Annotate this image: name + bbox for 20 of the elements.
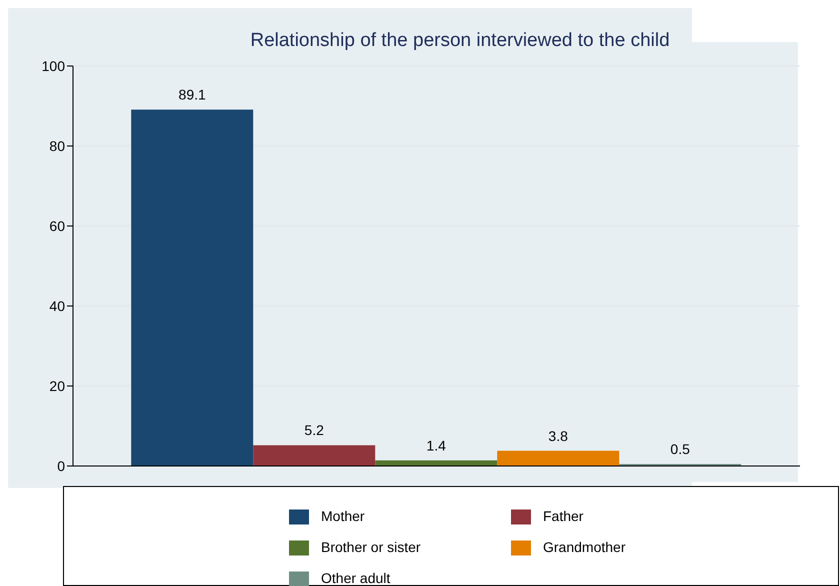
y-tick-label: 0	[57, 458, 66, 474]
bar	[131, 110, 254, 466]
data-label: 5.2	[304, 422, 324, 438]
legend-label: Father	[543, 507, 584, 526]
data-label: 0.5	[670, 441, 690, 457]
y-tick-label: 100	[42, 58, 66, 74]
chart-title: Relationship of the person interviewed to the child	[249, 30, 671, 52]
y-tick-label: 80	[49, 138, 66, 154]
data-label: 89.1	[178, 86, 206, 103]
data-label: 1.4	[426, 437, 446, 454]
legend-label: Other adult	[321, 569, 392, 586]
y-tick-label: 40	[49, 298, 66, 314]
data-label: 3.8	[548, 428, 568, 444]
legend-label: Brother or sister	[321, 538, 422, 557]
bar	[497, 450, 620, 466]
y-tick-label: 20	[49, 378, 66, 394]
bar	[253, 445, 376, 466]
y-tick-label: 60	[49, 218, 66, 234]
legend-label: Mother	[321, 507, 366, 526]
legend-label: Grandmother	[543, 538, 626, 557]
